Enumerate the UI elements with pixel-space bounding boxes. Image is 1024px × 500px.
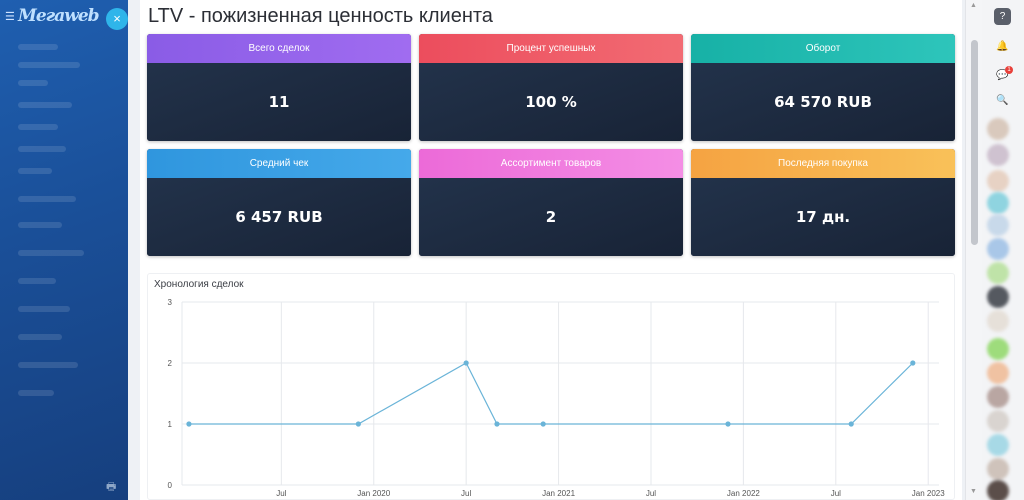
- avatar[interactable]: [987, 434, 1009, 456]
- data-point: [463, 360, 469, 366]
- page-title: LTV - пожизненная ценность клиента: [148, 5, 493, 27]
- stat-card-average-check: Средний чек 6 457 RUB: [147, 149, 411, 256]
- chat-icon[interactable]: 💬: [996, 70, 1009, 81]
- avatar[interactable]: [987, 458, 1009, 480]
- sidebar-item[interactable]: [18, 80, 48, 86]
- data-point: [540, 421, 546, 427]
- avatar[interactable]: [987, 214, 1009, 236]
- menu-icon[interactable]: ☰: [5, 11, 15, 23]
- y-tick-label: 0: [168, 481, 173, 490]
- x-tick-label: Jan 2020: [357, 489, 390, 498]
- sidebar-item[interactable]: [18, 362, 78, 368]
- x-tick-label: Jan 2021: [542, 489, 575, 498]
- stat-card-value: 2: [419, 178, 683, 256]
- stat-card-value: 64 570 RUB: [691, 63, 955, 141]
- stat-card-last-purchase: Последняя покупка 17 дн.: [691, 149, 955, 256]
- scroll-down-icon[interactable]: ▼: [970, 488, 977, 495]
- stat-card-label: Процент успешных: [419, 34, 683, 63]
- sidebar-item[interactable]: [18, 250, 84, 256]
- stat-card-value: 11: [147, 63, 411, 141]
- avatar[interactable]: [987, 286, 1009, 308]
- avatar[interactable]: [987, 410, 1009, 432]
- help-icon[interactable]: ?: [994, 8, 1011, 25]
- series-line: [188, 362, 914, 425]
- avatar[interactable]: [987, 362, 1009, 384]
- data-point: [186, 421, 192, 427]
- app-logo[interactable]: Мегаweb: [18, 6, 100, 26]
- data-point: [355, 421, 361, 427]
- sidebar-item[interactable]: [18, 222, 62, 228]
- x-tick-label: Jul: [831, 489, 841, 498]
- x-tick-label: Jan 2022: [727, 489, 760, 498]
- scroll-thumb[interactable]: [971, 40, 978, 245]
- stat-card-label: Последняя покупка: [691, 149, 955, 178]
- sidebar-item[interactable]: [18, 146, 66, 152]
- sidebar-item[interactable]: [18, 62, 80, 68]
- main-content: LTV - пожизненная ценность клиента Всего…: [140, 0, 962, 500]
- avatar[interactable]: [987, 118, 1009, 140]
- chat-badge: 1: [1005, 66, 1013, 74]
- y-tick-label: 3: [168, 298, 173, 307]
- search-icon[interactable]: 🔍: [996, 95, 1009, 106]
- deal-timeline-chart: 0 1 2 3 Jul Jan 2020 Jul Jan 2021 Jul Jan 2022 Jul…: [168, 298, 946, 498]
- stat-card-success-rate: Процент успешных 100 %: [419, 34, 683, 141]
- avatar[interactable]: [987, 310, 1009, 332]
- stat-card-label: Всего сделок: [147, 34, 411, 63]
- avatar[interactable]: [987, 238, 1009, 260]
- left-sidebar: ☰ Мегаweb 🖶: [0, 0, 128, 500]
- avatar[interactable]: [987, 386, 1009, 408]
- sidebar-item[interactable]: [18, 102, 72, 108]
- stat-card-turnover: Оборот 64 570 RUB: [691, 34, 955, 141]
- stat-card-total-deals: Всего сделок 11: [147, 34, 411, 141]
- avatar[interactable]: [987, 480, 1009, 500]
- main-scrollbar[interactable]: ▲ ▼: [965, 0, 982, 500]
- chart-title: Хронология сделок: [154, 279, 244, 290]
- sidebar-item[interactable]: [18, 390, 54, 396]
- sidebar-item[interactable]: [18, 44, 58, 50]
- stat-card-label: Ассортимент товаров: [419, 149, 683, 178]
- avatar[interactable]: [987, 262, 1009, 284]
- sidebar-item[interactable]: [18, 278, 56, 284]
- avatar[interactable]: [987, 144, 1009, 166]
- sidebar-item[interactable]: [18, 196, 76, 202]
- sidebar-item[interactable]: [18, 124, 58, 130]
- print-icon[interactable]: 🖶: [106, 481, 117, 493]
- avatar[interactable]: [987, 192, 1009, 214]
- data-point: [910, 360, 916, 366]
- stat-card-value: 17 дн.: [691, 178, 955, 256]
- stat-card-assortment: Ассортимент товаров 2: [419, 149, 683, 256]
- sidebar-item[interactable]: [18, 168, 52, 174]
- avatar[interactable]: [987, 170, 1009, 192]
- bell-icon[interactable]: 🔔: [996, 41, 1009, 52]
- stat-card-value: 100 %: [419, 63, 683, 141]
- y-tick-label: 1: [168, 420, 173, 429]
- y-tick-label: 2: [168, 359, 173, 368]
- x-tick-label: Jul: [646, 489, 656, 498]
- stat-card-label: Средний чек: [147, 149, 411, 178]
- close-sidebar-button[interactable]: ×: [106, 8, 128, 30]
- x-tick-label: Jul: [276, 489, 286, 498]
- x-tick-label: Jul: [461, 489, 471, 498]
- stat-card-value: 6 457 RUB: [147, 178, 411, 256]
- sidebar-item[interactable]: [18, 334, 62, 340]
- data-point: [725, 421, 731, 427]
- x-tick-label: Jan 2023: [912, 489, 945, 498]
- scroll-up-icon[interactable]: ▲: [970, 2, 977, 9]
- avatar[interactable]: [987, 338, 1009, 360]
- deal-timeline-chart-panel: Хронология сделок 0 1 2 3 Jul Jan 2020 Jul Jan …: [147, 273, 955, 500]
- sidebar-item[interactable]: [18, 306, 70, 312]
- data-point: [848, 421, 854, 427]
- stat-card-label: Оборот: [691, 34, 955, 63]
- data-point: [494, 421, 500, 427]
